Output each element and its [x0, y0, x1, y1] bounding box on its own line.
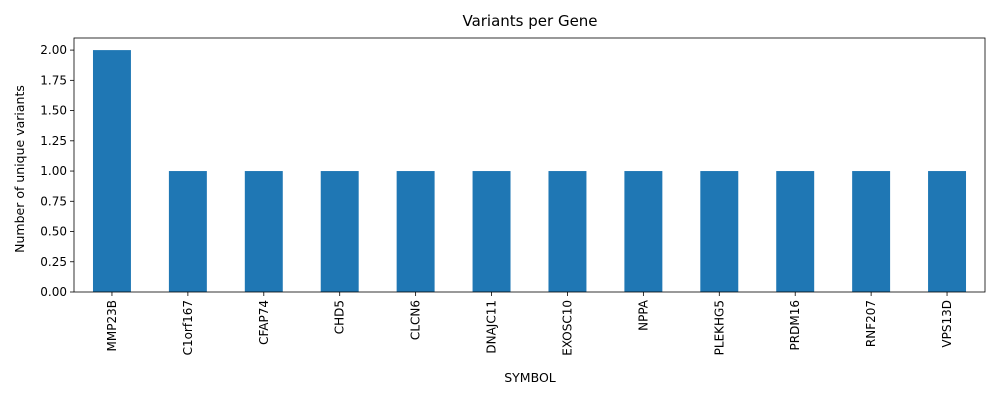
- y-tick-label: 1.25: [40, 134, 67, 148]
- bar: [320, 171, 359, 292]
- axes-frame: [73, 37, 986, 293]
- y-tick-label: 2.00: [40, 43, 67, 57]
- y-tick-label: 0.00: [40, 285, 67, 299]
- x-tick-label: RNF207: [864, 300, 878, 347]
- bar: [852, 171, 891, 292]
- x-tick-label: NPPA: [636, 299, 650, 331]
- bars-group: [92, 50, 967, 292]
- x-tick-label: PRDM16: [788, 300, 802, 350]
- bar: [92, 50, 131, 292]
- bar: [624, 171, 663, 292]
- x-tick-label: EXOSC10: [560, 300, 574, 356]
- x-tick-label: C1orf167: [181, 300, 195, 355]
- y-tick-label: 0.50: [40, 225, 67, 239]
- y-axis-label: Number of unique variants: [12, 85, 27, 253]
- x-tick-label: MMP23B: [105, 300, 119, 351]
- bar: [472, 171, 511, 292]
- x-tick-label: DNAJC11: [485, 300, 499, 354]
- y-tick-label: 0.75: [40, 194, 67, 208]
- x-axis-ticks: MMP23B C1orf167 CFAP74 CHD5 CLCN6 DNAJC11 EXOS…: [105, 292, 954, 356]
- x-tick-label: PLEKHG5: [712, 300, 726, 355]
- x-tick-label: CFAP74: [257, 300, 271, 345]
- bar: [776, 171, 815, 292]
- bar: [396, 171, 435, 292]
- y-tick-label: 1.50: [40, 104, 67, 118]
- y-tick-label: 0.25: [40, 255, 67, 269]
- x-tick-label: VPS13D: [940, 300, 954, 348]
- bar: [928, 171, 967, 292]
- x-axis-label: SYMBOL: [504, 370, 556, 385]
- x-tick-label: CHD5: [333, 300, 347, 334]
- bar: [548, 171, 587, 292]
- chart-title: Variants per Gene: [462, 12, 597, 30]
- bar: [244, 171, 283, 292]
- x-tick-label: CLCN6: [409, 300, 423, 340]
- bar: [168, 171, 207, 292]
- y-tick-label: 1.00: [40, 164, 67, 178]
- plot-frame: [73, 37, 986, 293]
- y-axis-ticks: 0.00 0.25 0.50 0.75 1.00 1.25 1.50 1.75 2.00: [40, 43, 74, 299]
- bar: [700, 171, 739, 292]
- y-tick-label: 1.75: [40, 73, 67, 87]
